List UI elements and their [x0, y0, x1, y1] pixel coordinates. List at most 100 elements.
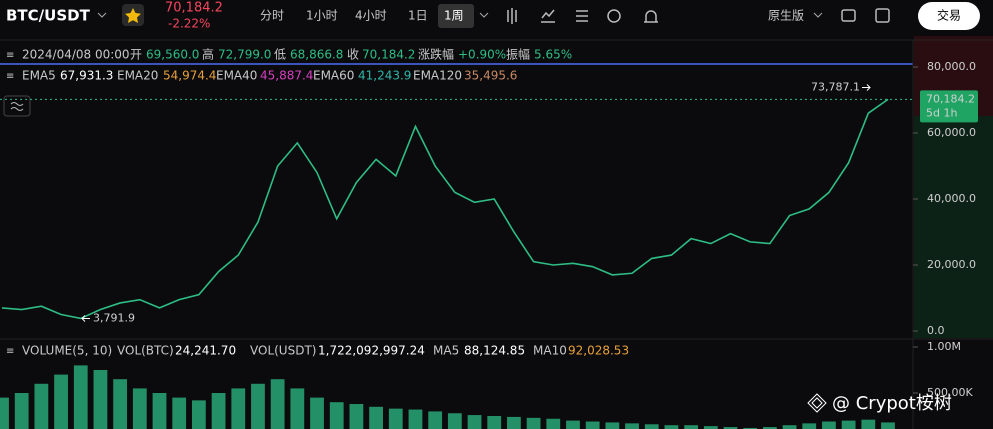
y-tick-label: 1.00M	[927, 340, 961, 353]
volume-bar	[507, 416, 521, 429]
tab-selected[interactable]: 1周	[444, 9, 464, 23]
tab[interactable]: 分时	[260, 9, 284, 23]
arrow	[81, 315, 90, 322]
collapse-icon[interactable]: ≡	[6, 71, 14, 82]
ema-label: EMA5	[22, 69, 56, 83]
info-value: 68,866.8	[290, 48, 343, 62]
ema-label: EMA120	[413, 69, 462, 83]
info-value: 5.65%	[534, 48, 572, 62]
volume-bar	[605, 422, 620, 429]
volume-bar	[349, 404, 364, 429]
watermark: @ Crypot桉树	[832, 393, 952, 414]
tab[interactable]: 1小时	[306, 9, 338, 23]
high-annotation: 73,787.1	[811, 81, 860, 94]
volume-label: VOL(USDT)	[250, 344, 316, 358]
version-switch[interactable]: 原生版	[768, 9, 804, 23]
selected-tab-bg	[438, 4, 474, 28]
ema-value: 35,495.6	[464, 69, 517, 83]
volume-bar	[34, 383, 49, 429]
info-value: +0.90%	[458, 48, 506, 62]
volume-bar	[369, 406, 383, 429]
volume-bar	[723, 427, 738, 429]
volume-bar	[93, 370, 108, 429]
volume-label: MA5	[433, 344, 459, 358]
price-line	[1, 98, 889, 320]
volume-bar	[841, 420, 856, 429]
volume-bar	[762, 427, 777, 429]
y-tick-label: 40,000.0	[927, 192, 976, 205]
volume-bar	[172, 397, 187, 429]
volume-bar	[408, 409, 423, 429]
volume-bar	[447, 413, 462, 429]
y-tick-label: 0.0	[927, 324, 945, 337]
volume-bar	[782, 425, 797, 429]
arrow	[862, 84, 871, 91]
info-value: 70,184.2	[362, 48, 415, 62]
info-label: 高	[202, 47, 214, 62]
ema-value: 45,887.4	[260, 69, 313, 83]
fullscreen-icon[interactable]	[875, 8, 890, 23]
volume-bar	[428, 411, 443, 429]
info-value: 72,799.0	[218, 48, 271, 62]
window-icon[interactable]	[841, 9, 856, 22]
volume-label: VOL(BTC)	[117, 344, 174, 358]
info-label: 振幅	[506, 47, 530, 62]
volume-bar	[231, 388, 246, 429]
tab[interactable]: 1日	[408, 9, 428, 23]
volume-bar	[743, 427, 758, 429]
volume-bar	[152, 393, 167, 429]
volume-bar	[0, 397, 9, 429]
star-icon	[125, 8, 141, 23]
volume-bar	[191, 400, 206, 429]
volume-bar	[467, 415, 482, 429]
volume-bar	[270, 379, 285, 429]
volume-bar	[625, 423, 639, 429]
volume-bar	[388, 408, 403, 429]
info-label: 低	[274, 48, 286, 62]
ema-value: 54,974.4	[163, 69, 216, 83]
volume-bar	[487, 416, 502, 429]
plot: 80,000.0 60,000.0 40,000.0 20,000.0 0.0 70,18…	[0, 60, 978, 429]
volume-bar	[802, 423, 817, 429]
volume-bar	[73, 365, 88, 429]
volume-bar	[132, 388, 147, 429]
info-label: 收	[347, 48, 359, 62]
volume-bar	[310, 397, 324, 429]
last-price: 70,184.2	[165, 1, 223, 16]
toggle-icon	[10, 102, 24, 111]
collapse-icon[interactable]: ≡	[6, 346, 14, 357]
volume-bar	[585, 421, 600, 429]
volume-bar	[644, 424, 659, 429]
low-annotation: 3,791.9	[93, 311, 135, 324]
tab[interactable]: 4小时	[355, 9, 387, 23]
chevron[interactable]	[479, 12, 489, 18]
volume-bar	[211, 393, 226, 429]
price-tag	[920, 90, 978, 123]
volume-bar	[14, 393, 29, 429]
volume-bar	[290, 388, 305, 429]
ema-value: 41,243.9	[358, 69, 411, 83]
price-tag-label: 70,184.2	[926, 92, 975, 105]
symbol[interactable]: BTC/USDT	[6, 7, 91, 25]
trade-button[interactable]	[918, 2, 980, 30]
volume-title: VOLUME(5, 10)	[22, 344, 112, 358]
volume-bar	[54, 374, 68, 429]
toolbar-icons[interactable]	[507, 8, 658, 24]
chevron[interactable]	[97, 12, 107, 18]
volume-bar	[664, 425, 679, 429]
volume-bar	[684, 425, 699, 429]
chevron[interactable]	[813, 12, 823, 18]
price-change: -2.22%	[168, 17, 210, 31]
indicator-toggle[interactable]	[3, 95, 31, 117]
price-tag-countdown: 5d 1h	[926, 106, 957, 119]
volume-bar	[566, 420, 580, 429]
ema-value: 67,931.3	[60, 69, 113, 83]
info-date: 2024/04/08 00:00	[22, 48, 130, 62]
volume-value: 88,124.85	[464, 344, 525, 358]
volume-value: 24,241.70	[175, 344, 236, 358]
collapse-icon[interactable]: ≡	[6, 50, 14, 61]
trade-button-label[interactable]: 交易	[937, 8, 961, 23]
watermark-logo	[807, 393, 827, 413]
